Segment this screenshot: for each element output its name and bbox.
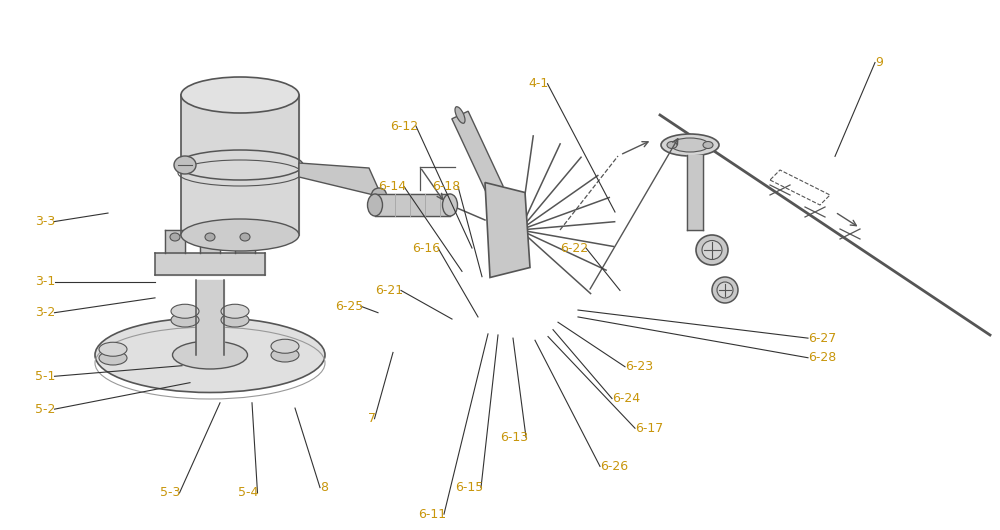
Ellipse shape [696,235,728,265]
Text: 7: 7 [368,412,376,425]
Ellipse shape [661,134,719,156]
Text: 6-22: 6-22 [560,242,588,254]
Text: 6-25: 6-25 [335,300,363,313]
Text: 9: 9 [875,56,883,69]
Ellipse shape [221,304,249,318]
Ellipse shape [271,339,299,354]
Ellipse shape [171,313,199,327]
Text: 6-16: 6-16 [412,242,440,254]
Text: 5-2: 5-2 [35,403,55,416]
Ellipse shape [712,277,738,303]
Text: 3-2: 3-2 [35,306,55,319]
Ellipse shape [372,188,386,202]
Text: 6-26: 6-26 [600,460,628,473]
Ellipse shape [717,282,733,298]
Text: 6-13: 6-13 [500,431,528,444]
Text: 5-4: 5-4 [238,487,258,499]
Ellipse shape [667,142,677,148]
Text: 3-3: 3-3 [35,215,55,228]
Ellipse shape [671,138,709,152]
Ellipse shape [368,194,382,216]
Ellipse shape [205,233,215,241]
Text: 6-23: 6-23 [625,360,653,373]
Text: 6-17: 6-17 [635,422,663,435]
Text: 6-27: 6-27 [808,332,836,344]
Text: 6-12: 6-12 [390,120,418,132]
Text: 6-14: 6-14 [378,180,406,193]
Ellipse shape [221,313,249,327]
Polygon shape [452,111,503,194]
Ellipse shape [99,342,127,356]
Text: 5-1: 5-1 [35,370,55,383]
Ellipse shape [181,219,299,251]
Ellipse shape [442,194,458,216]
Ellipse shape [703,142,713,148]
Text: 5-3: 5-3 [160,487,180,499]
Text: 6-28: 6-28 [808,351,836,364]
Text: 6-18: 6-18 [432,180,460,193]
Text: 6-11: 6-11 [418,508,446,520]
Ellipse shape [240,233,250,241]
Text: 6-24: 6-24 [612,392,640,405]
Polygon shape [485,182,530,278]
Ellipse shape [170,233,180,241]
Polygon shape [299,163,382,197]
Text: 3-1: 3-1 [35,276,55,288]
Ellipse shape [173,341,248,369]
Text: 6-15: 6-15 [455,481,483,494]
Ellipse shape [181,77,299,113]
Ellipse shape [99,351,127,365]
Ellipse shape [95,317,325,393]
Text: 8: 8 [320,481,328,494]
Text: 4-1: 4-1 [528,77,548,90]
Ellipse shape [171,304,199,318]
Text: 6-21: 6-21 [375,284,403,297]
Ellipse shape [271,348,299,362]
Ellipse shape [455,107,465,123]
Ellipse shape [702,241,722,260]
Ellipse shape [174,156,196,174]
